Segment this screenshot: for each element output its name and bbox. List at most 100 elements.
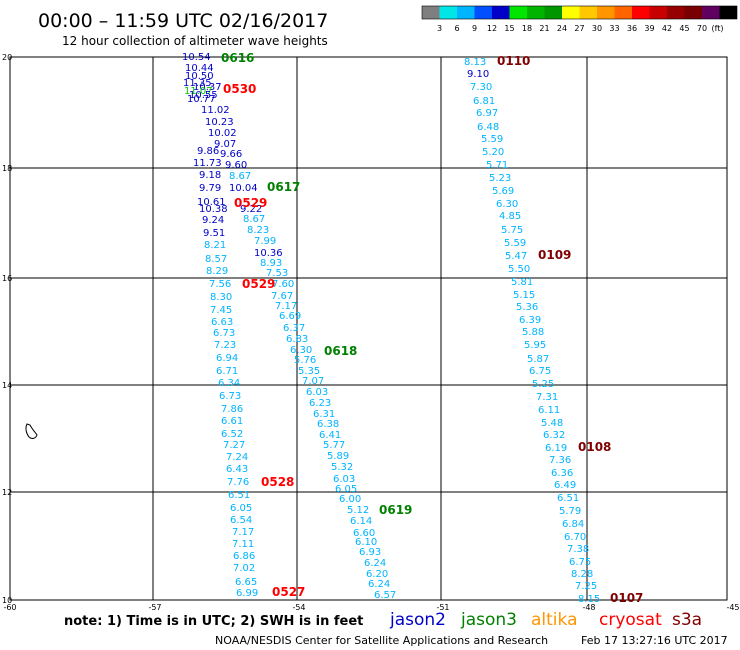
wave-height-value: 6.24 xyxy=(368,579,390,590)
wave-height-value: 11.07 xyxy=(184,86,213,97)
wave-height-value: 7.45 xyxy=(210,305,232,316)
wave-height-value: 4.85 xyxy=(499,211,521,222)
wave-height-value: 5.71 xyxy=(486,160,508,171)
wave-height-value: 6.51 xyxy=(228,490,250,501)
wave-height-value: 5.59 xyxy=(481,134,503,145)
wave-height-value: 8.13 xyxy=(464,57,486,68)
credit-text: NOAA/NESDIS Center for Satellite Applica… xyxy=(215,634,548,647)
latitude-label: 14 xyxy=(2,381,12,390)
latitude-label: 18 xyxy=(2,164,12,173)
wave-height-value: 5.88 xyxy=(522,327,544,338)
wave-height-value: 5.25 xyxy=(532,379,554,390)
time-range-title: 00:00 – 11:59 UTC 02/16/2017 xyxy=(38,10,328,32)
color-scale-label: 36 xyxy=(627,24,637,33)
wave-height-value: 6.86 xyxy=(233,551,255,562)
wave-height-value: 6.54 xyxy=(230,515,252,526)
track-id-labels: 0616053006170529052906180528061905270110… xyxy=(221,51,643,605)
wave-height-value: 6.31 xyxy=(313,409,335,420)
wave-height-value: 10.44 xyxy=(185,63,214,74)
wave-height-value: 6.60 xyxy=(353,528,375,539)
wave-height-value: 7.99 xyxy=(254,236,276,247)
wave-height-value: 6.71 xyxy=(216,366,238,377)
track-id-label: 0618 xyxy=(324,344,357,358)
wave-height-value: 5.20 xyxy=(482,147,504,158)
color-swatch xyxy=(579,6,597,19)
wave-height-value: 6.94 xyxy=(216,353,238,364)
wave-height-value: 7.53 xyxy=(266,268,288,279)
wave-height-value: 6.49 xyxy=(554,480,576,491)
color-swatch xyxy=(474,6,492,19)
wave-height-value: 7.07 xyxy=(302,376,324,387)
wave-height-value: 6.37 xyxy=(283,323,305,334)
wave-height-value: 6.32 xyxy=(543,430,565,441)
wave-height-value: 10.37 xyxy=(193,82,222,93)
longitude-labels: -60 -57 -54 -51 -48 -45 xyxy=(3,603,739,612)
wave-height-value: 5.81 xyxy=(511,277,533,288)
wave-height-value: 5.75 xyxy=(501,225,523,236)
wave-height-value: 8.93 xyxy=(260,258,282,269)
wave-height-value: 9.86 xyxy=(197,146,219,157)
wave-height-value: 7.38 xyxy=(567,544,589,555)
color-swatch xyxy=(702,6,720,19)
color-scale-label: 42 xyxy=(662,24,672,33)
track-id-label: 0528 xyxy=(261,475,294,489)
wave-height-value: 5.87 xyxy=(527,354,549,365)
wave-height-value: 10.77 xyxy=(187,94,216,105)
wave-height-value: 5.69 xyxy=(492,186,514,197)
latitude-label: 16 xyxy=(2,274,12,283)
wave-height-value: 9.07 xyxy=(214,139,236,150)
wave-height-value: 6.38 xyxy=(317,419,339,430)
legend-jason2: jason2 xyxy=(389,610,446,630)
track-id-label: 0619 xyxy=(379,503,412,517)
wave-height-value: 6.43 xyxy=(226,464,248,475)
wave-height-value: 8.67 xyxy=(229,171,251,182)
wave-height-value: 6.10 xyxy=(355,537,377,548)
wave-height-value: 6.05 xyxy=(335,484,357,495)
wave-height-value: 6.14 xyxy=(350,516,372,527)
latitude-labels: 20 18 16 14 12 10 xyxy=(2,53,12,605)
legend-cryosat: cryosat xyxy=(599,610,662,630)
wave-height-value: 10.04 xyxy=(229,183,258,194)
wave-height-value: 7.25 xyxy=(575,581,597,592)
wave-height-value: 6.03 xyxy=(333,474,355,485)
wave-height-value: 5.95 xyxy=(524,340,546,351)
color-scale-label: 30 xyxy=(592,24,602,33)
wave-height-value: 9.66 xyxy=(220,149,242,160)
color-swatch xyxy=(422,6,440,19)
color-swatch xyxy=(457,6,475,19)
wave-height-value: 6.34 xyxy=(218,378,240,389)
wave-height-value: 9.51 xyxy=(203,228,225,239)
wave-height-value: 10.50 xyxy=(185,71,214,82)
wave-height-value: 8.57 xyxy=(205,254,227,265)
wave-height-value: 7.17 xyxy=(275,301,297,312)
wave-height-value: 9.18 xyxy=(199,170,221,181)
color-swatch xyxy=(492,6,510,19)
note-text: note: 1) Time is in UTC; 2) SWH is in fe… xyxy=(64,614,363,629)
color-scale-label: 9 xyxy=(472,24,477,33)
color-scale-label: 27 xyxy=(574,24,584,33)
wave-height-value: 6.52 xyxy=(221,429,243,440)
wave-height-value: 7.56 xyxy=(209,279,231,290)
wave-height-value: 6.75 xyxy=(569,557,591,568)
wave-height-value: 5.12 xyxy=(347,505,369,516)
wave-height-value: 6.36 xyxy=(551,468,573,479)
wave-height-value: 8.23 xyxy=(247,225,269,236)
track-id-label: 0109 xyxy=(538,248,571,262)
color-swatch xyxy=(667,6,685,19)
track-id-label: 0617 xyxy=(267,180,300,194)
color-swatch xyxy=(649,6,667,19)
wave-height-value: 11.73 xyxy=(193,158,222,169)
wave-height-value: 5.59 xyxy=(504,238,526,249)
legend-s3a: s3a xyxy=(672,610,702,630)
wave-height-value: 8.67 xyxy=(243,214,265,225)
wave-height-value: 6.51 xyxy=(557,493,579,504)
wave-height-value: 9.60 xyxy=(225,160,247,171)
wave-height-value: 7.23 xyxy=(214,340,236,351)
wave-height-value: 7.76 xyxy=(227,477,249,488)
wave-height-value: 6.83 xyxy=(286,334,308,345)
wave-height-value: 5.15 xyxy=(513,290,535,301)
longitude-label: -57 xyxy=(148,603,161,612)
wave-height-value: 5.32 xyxy=(331,462,353,473)
wave-height-value: 9.10 xyxy=(467,69,489,80)
